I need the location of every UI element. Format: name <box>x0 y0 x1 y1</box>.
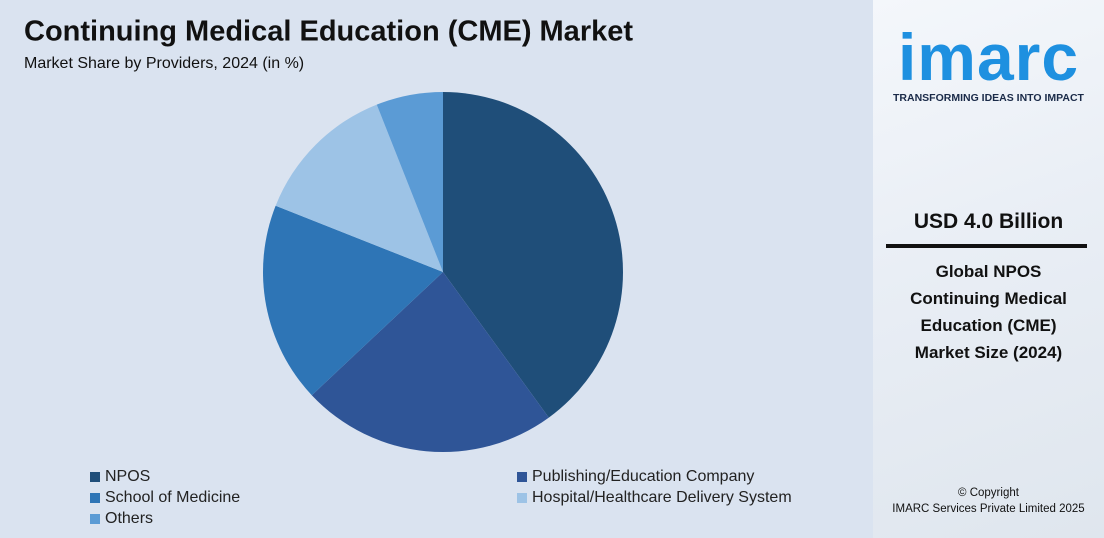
logo: imarc <box>897 20 1080 94</box>
pie-slice <box>275 104 443 273</box>
tagline: TRANSFORMING IDEAS INTO IMPACT <box>893 92 1084 104</box>
pie-slice <box>311 272 549 452</box>
legend-swatch <box>90 472 100 482</box>
divider <box>886 244 1087 248</box>
legend-swatch <box>90 493 100 503</box>
copyright: © Copyright <box>958 487 1019 499</box>
legend-swatch <box>517 493 527 503</box>
headline: USD 4.0 Billion <box>913 210 1064 233</box>
sidebar: imarc TRANSFORMING IDEAS INTO IMPACT USD… <box>873 0 1104 538</box>
legend-swatch <box>517 472 527 482</box>
legend-label: Publishing/Education Company <box>532 468 754 485</box>
chart-subtitle: Market Share by Providers, 2024 (in %) <box>24 55 304 72</box>
chart-title: Continuing Medical Education (CME) Marke… <box>24 16 633 48</box>
company: IMARC Services Private Limited 2025 <box>892 503 1085 515</box>
pie-slice <box>263 205 443 396</box>
legend-label: School of Medicine <box>105 489 240 506</box>
pie-slice <box>443 92 623 418</box>
legend-label: Hospital/Healthcare Delivery System <box>532 489 792 506</box>
description: Global NPOS Continuing Medical Education… <box>910 262 1067 362</box>
legend-label: Others <box>105 510 153 527</box>
legend-swatch <box>90 514 100 524</box>
chart: Continuing Medical Education (CME) Marke… <box>24 16 792 528</box>
legend-label: NPOS <box>105 468 150 485</box>
pie-slice <box>376 92 443 272</box>
